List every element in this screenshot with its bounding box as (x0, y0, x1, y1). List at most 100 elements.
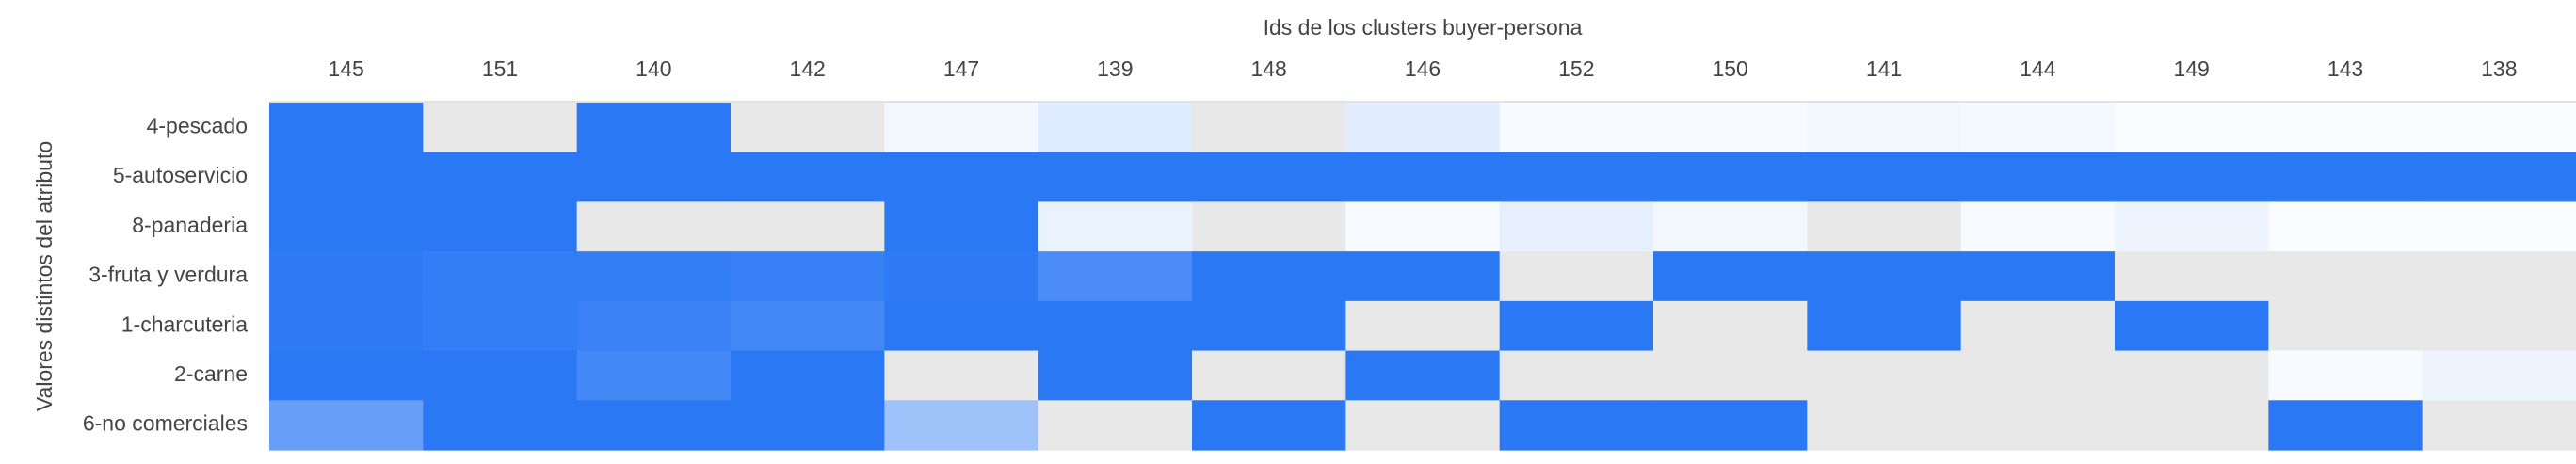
heatmap-cell (2115, 103, 2269, 153)
heatmap-cell (2115, 350, 2269, 401)
heatmap-cell (423, 152, 578, 203)
x-tick-label: 144 (2020, 56, 2056, 81)
heatmap-cell (1192, 152, 1346, 203)
heatmap-cell (576, 103, 732, 153)
heatmap-cell (2422, 300, 2576, 352)
heatmap-cell (576, 350, 732, 401)
heatmap-cell (2268, 350, 2423, 401)
heatmap-cell (884, 152, 1039, 203)
heatmap-cell (1038, 400, 1193, 451)
heatmap-cell (269, 152, 424, 203)
heatmap-cell (1192, 350, 1346, 401)
y-tick-label: 4-pescado (147, 113, 248, 137)
y-tick-label: 6-no comerciales (83, 411, 248, 436)
heatmap-cell (1960, 300, 2116, 352)
heatmap-cell (1653, 400, 1808, 451)
heatmap-cell (1345, 350, 1501, 401)
heatmap-cell (2115, 251, 2269, 302)
x-tick-label: 142 (789, 56, 825, 81)
heatmap-cell (731, 400, 885, 451)
y-tick-labels: 4-pescado 5-autoservicio 8-panaderia 3-frut… (83, 113, 248, 435)
heatmap-cell (2422, 350, 2576, 401)
heatmap-cell (1499, 201, 1654, 252)
heatmap-cell (1192, 103, 1346, 153)
heatmap-cell (269, 103, 424, 153)
heatmap-cell (2268, 103, 2423, 153)
x-tick-label: 147 (943, 56, 979, 81)
x-tick-label: 150 (1712, 56, 1747, 81)
x-tick-label: 143 (2327, 56, 2363, 81)
heatmap-cell (423, 251, 578, 302)
heatmap-cell (1499, 251, 1654, 302)
heatmap-cell (576, 251, 732, 302)
heatmap-cell (1192, 201, 1346, 252)
heatmap-cell (2422, 152, 2576, 203)
heatmap-cell (269, 201, 424, 252)
heatmap-cell (1653, 300, 1808, 352)
heatmap-cell (423, 300, 578, 352)
y-tick-label: 5-autoservicio (113, 163, 248, 187)
heatmap-cell (731, 300, 885, 352)
heatmap-cell (1653, 103, 1808, 153)
x-tick-label: 138 (2481, 56, 2517, 81)
heatmap-cell (1499, 400, 1654, 451)
heatmap-cell (1653, 251, 1808, 302)
heatmap-cell (1345, 251, 1501, 302)
heatmap-cell (2268, 201, 2423, 252)
y-axis-title: Valores distintos del atributo (32, 141, 56, 411)
heatmap-cell (1192, 300, 1346, 352)
heatmap-cell (2422, 400, 2576, 451)
heatmap-cell (1499, 152, 1654, 203)
heatmap-cell (269, 400, 424, 451)
heatmap-cell (2268, 300, 2423, 352)
heatmap-cell (1807, 300, 1962, 352)
heatmap-cell (423, 400, 578, 451)
heatmap-cell (1807, 400, 1962, 451)
heatmap-cell (1807, 251, 1962, 302)
x-tick-label: 141 (1866, 56, 1902, 81)
heatmap-cell (2115, 201, 2269, 252)
heatmap-cell (1038, 152, 1193, 203)
y-tick-label: 1-charcuteria (121, 312, 248, 336)
heatmap-cell (884, 350, 1039, 401)
heatmap-cell (1038, 350, 1193, 401)
heatmap-cell (1807, 201, 1962, 252)
x-tick-label: 145 (328, 56, 363, 81)
heatmap-cell (1960, 103, 2116, 153)
heatmap-cell (1192, 400, 1346, 451)
heatmap-cell (2422, 103, 2576, 153)
heatmap-cell (884, 400, 1039, 451)
heatmap-cell (423, 103, 578, 153)
x-tick-label: 151 (482, 56, 518, 81)
heatmap-cell (423, 350, 578, 401)
heatmap-cell (731, 251, 885, 302)
heatmap-cell (576, 201, 732, 252)
heatmap-cell (1345, 103, 1501, 153)
heatmap-cell (2115, 400, 2269, 451)
x-tick-label: 140 (636, 56, 671, 81)
heatmap-cell (1499, 300, 1654, 352)
x-tick-label: 149 (2173, 56, 2209, 81)
heatmap-cell (1960, 350, 2116, 401)
x-axis-title: Ids de los clusters buyer-persona (1264, 15, 1583, 40)
heatmap-cell (269, 350, 424, 401)
heatmap-cell (1807, 350, 1962, 401)
heatmap-cell (1499, 350, 1654, 401)
heatmap-cell (1653, 152, 1808, 203)
heatmap-cell (1345, 201, 1501, 252)
heatmap-cell (576, 400, 732, 451)
y-tick-label: 3-fruta y verdura (89, 263, 248, 287)
heatmap-cell (423, 201, 578, 252)
heatmap-cell (884, 201, 1039, 252)
heatmap-cell (269, 300, 424, 352)
heatmap-cells (269, 103, 2576, 451)
heatmap-cell (2422, 251, 2576, 302)
heatmap-cell (1807, 152, 1962, 203)
heatmap-cell (1038, 251, 1193, 302)
heatmap-cell (1345, 152, 1501, 203)
heatmap-cell (2268, 251, 2423, 302)
x-tick-label: 152 (1558, 56, 1594, 81)
heatmap-cell (1960, 201, 2116, 252)
